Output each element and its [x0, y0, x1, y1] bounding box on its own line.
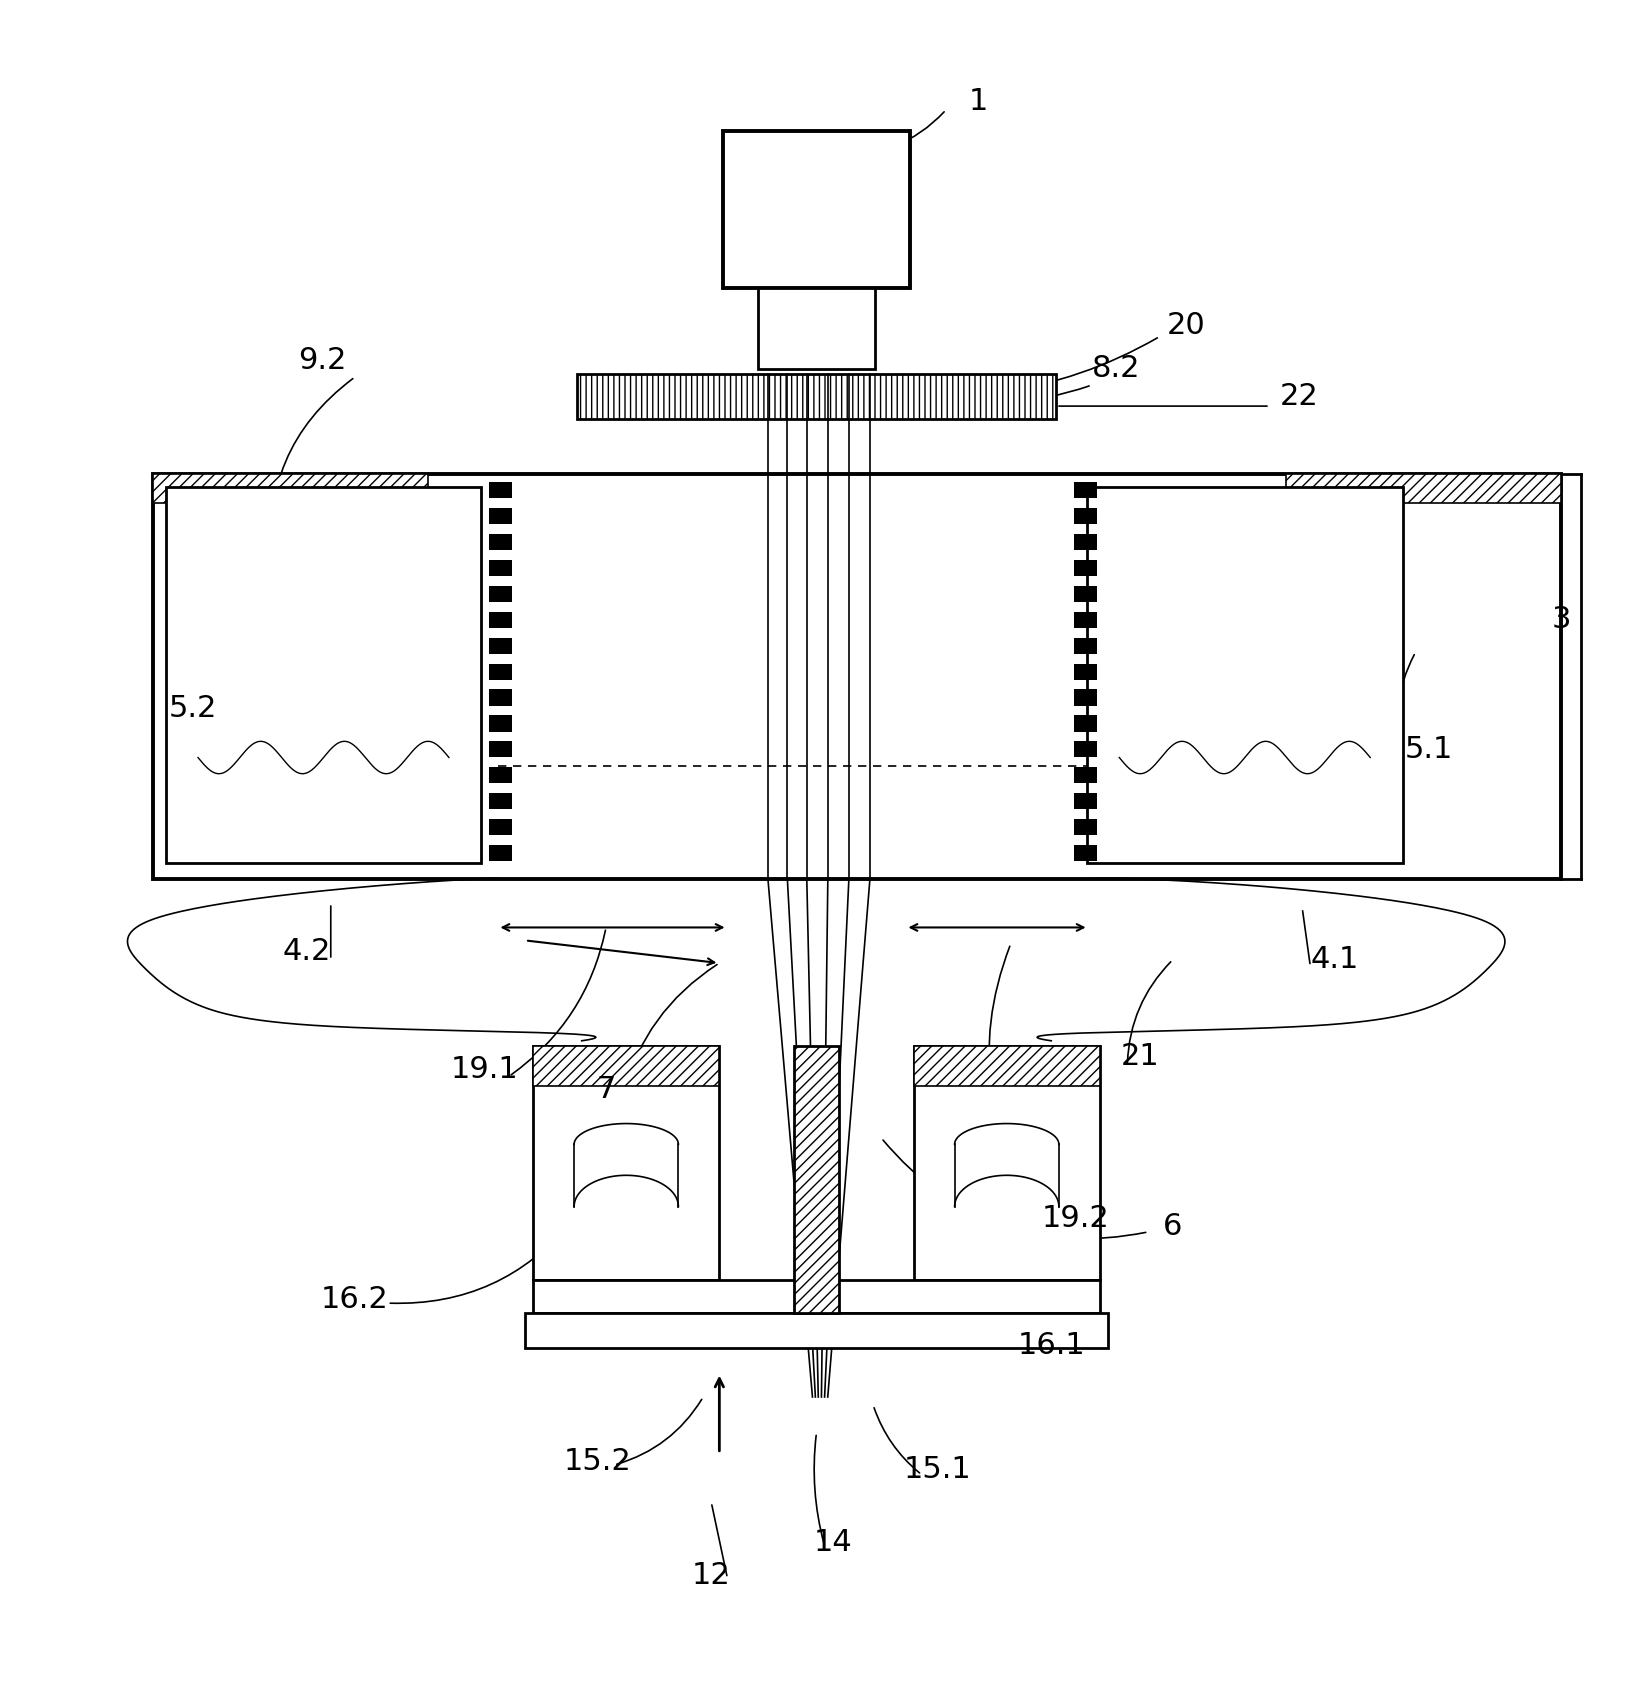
Text: 4.2: 4.2 — [282, 938, 330, 967]
Bar — [490, 533, 512, 550]
Bar — [490, 483, 512, 498]
Text: 22: 22 — [1279, 383, 1317, 411]
Bar — [490, 689, 512, 706]
Text: 20: 20 — [1165, 310, 1204, 340]
Text: 16.2: 16.2 — [322, 1285, 388, 1314]
Text: 8.2: 8.2 — [1092, 354, 1139, 383]
Bar — [490, 508, 512, 525]
Bar — [1286, 474, 1560, 503]
Bar — [1074, 792, 1097, 809]
Bar — [1074, 845, 1097, 862]
Bar — [1074, 819, 1097, 835]
Bar — [1074, 586, 1097, 603]
Text: 15.1: 15.1 — [904, 1456, 971, 1485]
Bar — [1074, 508, 1097, 525]
Bar — [912, 1046, 1100, 1087]
Bar — [912, 1046, 1100, 1280]
Bar — [1074, 689, 1097, 706]
Text: 1: 1 — [968, 88, 987, 117]
Bar — [532, 1280, 1100, 1312]
Bar — [1074, 533, 1097, 550]
Text: 3: 3 — [1550, 606, 1570, 635]
Text: 21: 21 — [1120, 1043, 1159, 1072]
Bar — [490, 845, 512, 862]
Text: 6: 6 — [1162, 1212, 1182, 1241]
Text: 5.2: 5.2 — [168, 694, 217, 723]
Bar — [490, 742, 512, 757]
Bar — [1074, 611, 1097, 628]
Bar — [152, 474, 428, 503]
Bar — [526, 1312, 1106, 1348]
Bar — [1074, 560, 1097, 576]
Bar — [490, 716, 512, 731]
Text: 14: 14 — [813, 1529, 852, 1558]
Bar — [490, 611, 512, 628]
Text: 5.1: 5.1 — [1404, 735, 1452, 764]
Bar — [152, 474, 1560, 879]
Bar — [1074, 483, 1097, 498]
Bar — [490, 638, 512, 653]
Bar — [1074, 716, 1097, 731]
Bar — [576, 374, 1056, 420]
Bar — [490, 586, 512, 603]
Bar — [1087, 488, 1402, 863]
Text: 15.2: 15.2 — [563, 1448, 632, 1476]
Bar — [532, 1046, 720, 1280]
Bar — [1074, 638, 1097, 653]
Text: 4.1: 4.1 — [1309, 945, 1358, 975]
Text: 19.2: 19.2 — [1041, 1204, 1108, 1234]
Bar — [490, 819, 512, 835]
Bar — [532, 1046, 720, 1087]
Bar — [490, 560, 512, 576]
Text: 12: 12 — [692, 1561, 730, 1590]
Bar — [757, 288, 875, 369]
Bar — [1074, 767, 1097, 784]
Text: 7: 7 — [596, 1075, 615, 1104]
Bar — [490, 767, 512, 784]
Text: 16.1: 16.1 — [1017, 1331, 1085, 1359]
Text: 19.1: 19.1 — [450, 1055, 517, 1085]
Bar — [490, 792, 512, 809]
Bar — [1074, 742, 1097, 757]
Bar — [721, 130, 911, 288]
Bar — [793, 1046, 839, 1312]
Bar — [490, 664, 512, 679]
Bar — [1074, 664, 1097, 679]
Bar — [165, 488, 481, 863]
Text: 9.2: 9.2 — [299, 347, 346, 376]
